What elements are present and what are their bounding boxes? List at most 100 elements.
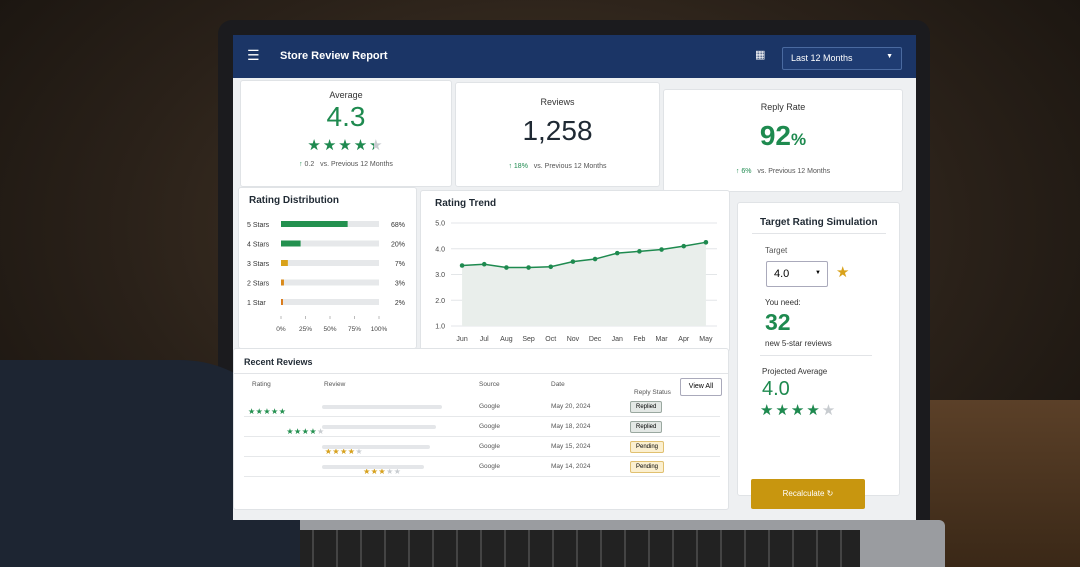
- divider: [234, 373, 728, 374]
- source-cell: Google: [479, 423, 500, 430]
- kpi-value: 4.3: [326, 101, 366, 132]
- x-tick-label: Oct: [545, 336, 556, 343]
- menu-button[interactable]: ☰: [247, 47, 260, 63]
- trend-chart: Rating Trend 1.0 2.0 3.0 4.0 5.0 Jun Jul Aug Sep…: [435, 198, 717, 343]
- row-divider: [244, 476, 720, 477]
- kpi-card: Reviews 1,258 ↑ 18% vs. Previous 12 Mont…: [455, 82, 660, 187]
- date-cell: May 18, 2024: [551, 423, 591, 430]
- trend-point: [681, 243, 687, 249]
- y-tick-label: 1.0: [435, 324, 445, 331]
- x-tick-label: Aug: [500, 336, 513, 343]
- dropdown-arrow: ▼: [815, 270, 821, 276]
- source-cell: Google: [479, 463, 500, 470]
- stars-fill: ★★★★★: [248, 407, 287, 416]
- x-tick-label: 100%: [371, 326, 388, 333]
- projected-stars-wrap: ★★★★★★★★★★: [760, 401, 837, 420]
- bar-track: [281, 299, 379, 305]
- divider: [760, 355, 872, 356]
- column-header: Rating: [252, 381, 271, 388]
- rating-stars: ★★★★★★★★★★: [760, 402, 838, 419]
- date-cell: May 20, 2024: [551, 403, 591, 410]
- y-tick-label: 3.0: [435, 272, 445, 279]
- category-label: 3 Stars: [247, 261, 270, 268]
- value-label: 68%: [391, 222, 405, 229]
- distribution-chart: Rating Distribution 5 Stars 68% 4 Stars 20%…: [247, 195, 405, 333]
- y-tick-label: 5.0: [435, 221, 445, 228]
- rating-stars: ★★★★★★★★★★: [324, 447, 364, 456]
- x-tick-label: Jan: [612, 336, 623, 343]
- column-header: Reply Status: [634, 389, 671, 396]
- period-select[interactable]: Last 12 Months ▼: [782, 47, 902, 70]
- card-title: Target Rating Simulation: [760, 217, 878, 228]
- x-tick-label: Nov: [567, 336, 580, 343]
- source-cell: Google: [479, 443, 500, 450]
- status-pill: Pending: [630, 441, 665, 453]
- trend-point: [459, 263, 465, 268]
- trend-point: [481, 261, 487, 267]
- projected-label: Projected Average: [762, 367, 828, 376]
- source-cell: Google: [479, 403, 500, 410]
- kpi-card: Reply Rate 92% ↑ 6% vs. Previous 12 Mont…: [663, 89, 903, 192]
- simulation-card: Target Rating Simulation Target 4.0 ▼ ★ …: [737, 202, 900, 509]
- trend-point: [504, 265, 509, 270]
- kpi-value-row: 92%: [664, 120, 902, 152]
- category-label: 5 Stars: [247, 222, 270, 229]
- stars-fill: ★★★★★: [307, 137, 373, 154]
- kpi-change: 0.2: [304, 161, 315, 168]
- x-tick-label: Jun: [456, 336, 467, 343]
- stars-fill: ★★★★★: [324, 447, 356, 456]
- review-placeholder: [322, 445, 430, 449]
- status-pill: Pending: [630, 461, 665, 473]
- kpi-unit: %: [791, 130, 807, 149]
- status-pill: Replied: [630, 401, 663, 413]
- review-placeholder: [322, 425, 436, 429]
- kpi-change: 18%: [513, 163, 528, 170]
- review-placeholder: [322, 465, 424, 469]
- period-value: Last 12 Months: [791, 53, 853, 63]
- y-tick-label: 4.0: [435, 246, 445, 253]
- review-placeholder: [322, 405, 442, 409]
- trend-point: [570, 259, 576, 264]
- distribution-card: Rating Distribution 5 Stars 68% 4 Stars 20%…: [238, 187, 417, 349]
- y-tick-label: 2.0: [435, 298, 445, 305]
- recalculate-button[interactable]: Recalculate ↻: [751, 479, 865, 509]
- rating-stars-wrap: ★★★★★★★★★★: [241, 136, 451, 155]
- column-header: Date: [551, 381, 565, 388]
- trend-line: [462, 241, 707, 269]
- kpi-compare: vs. Previous 12 Months: [533, 163, 607, 170]
- dropdown-arrow: ▼: [886, 53, 893, 60]
- x-tick-label: Feb: [633, 336, 645, 343]
- x-tick-label: Mar: [656, 336, 669, 343]
- star-icon: ★: [836, 264, 850, 281]
- kpi-change: 6%: [741, 168, 752, 175]
- page-title: Store Review Report: [280, 50, 388, 62]
- trend-point: [637, 249, 642, 254]
- need-value: 32: [765, 309, 791, 335]
- view-all-button[interactable]: View All: [680, 378, 722, 396]
- kpi-label: Average: [329, 90, 363, 100]
- calendar-icon: ▦: [755, 49, 766, 61]
- bar-track: [281, 240, 379, 247]
- bar-track: [281, 279, 379, 286]
- need-note: new 5-star reviews: [765, 339, 832, 348]
- column-header: Review: [324, 381, 346, 388]
- target-select[interactable]: 4.0 ▼: [766, 261, 828, 287]
- need-label: You need:: [765, 298, 801, 307]
- reviews-card: Recent Reviews View All Rating Review Sour…: [233, 348, 729, 510]
- bar: [281, 240, 301, 247]
- x-tick-label: May: [699, 336, 713, 343]
- status-pill: Replied: [630, 421, 663, 433]
- trend-point: [703, 240, 709, 245]
- column-header: Source: [479, 381, 500, 388]
- trend-area: [462, 242, 706, 326]
- projected-value: 4.0: [762, 378, 790, 400]
- value-label: 20%: [391, 242, 405, 249]
- card-title: Rating Trend: [435, 198, 496, 209]
- rating-stars: ★★★★★★★★★★: [363, 467, 402, 476]
- x-tick-label: 75%: [348, 326, 361, 333]
- rating-stars: ★★★★★★★★★★: [286, 427, 325, 436]
- value-label: 7%: [395, 261, 405, 268]
- x-tick-label: Dec: [589, 336, 602, 343]
- card-title: Recent Reviews: [244, 357, 313, 367]
- target-value: 4.0: [774, 268, 790, 280]
